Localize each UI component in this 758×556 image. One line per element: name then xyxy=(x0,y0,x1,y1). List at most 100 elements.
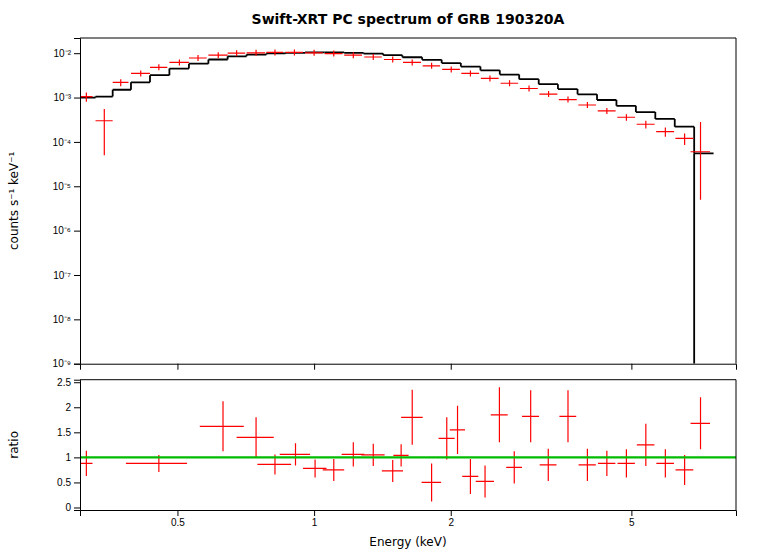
tick: 10⁻⁹ xyxy=(53,358,80,369)
data-point xyxy=(131,70,150,76)
data-point xyxy=(540,449,557,481)
data-point xyxy=(522,390,539,442)
tick-mark xyxy=(74,507,80,508)
model-step xyxy=(131,81,150,83)
tick: 2 xyxy=(65,402,80,413)
tick: 0 xyxy=(65,502,80,513)
tick: 10⁻² xyxy=(54,48,80,59)
data-point xyxy=(305,50,323,56)
tick xyxy=(177,364,178,370)
data-point xyxy=(598,108,616,114)
tick: 10⁻⁵ xyxy=(53,181,80,192)
tick-mark xyxy=(74,142,80,143)
y-axis-title: ratio xyxy=(7,431,21,459)
axis-line xyxy=(81,364,737,370)
tick-label: 2.5 xyxy=(57,377,71,388)
axis-line xyxy=(74,39,81,365)
tick-mark xyxy=(74,407,80,408)
data-point xyxy=(559,390,576,442)
model-step xyxy=(150,74,169,76)
data-point xyxy=(691,122,710,200)
tick-mark xyxy=(74,186,80,187)
data-point xyxy=(323,459,344,481)
data-point xyxy=(618,449,635,477)
tick-mark xyxy=(451,364,452,370)
tick: 0.5 xyxy=(171,510,185,528)
model-step xyxy=(636,111,655,113)
model-step xyxy=(189,63,208,65)
data-point xyxy=(617,114,635,121)
plot-area xyxy=(80,49,714,363)
tick-label: 10⁻⁹ xyxy=(53,358,71,369)
data-point xyxy=(501,80,519,86)
tick-label: 10⁻⁶ xyxy=(53,225,71,236)
model-step xyxy=(442,62,461,64)
data-point xyxy=(266,49,283,55)
data-point xyxy=(520,85,538,91)
model-riser xyxy=(674,119,676,127)
data-point xyxy=(200,401,244,451)
data-point xyxy=(578,102,596,108)
tick-mark xyxy=(74,319,80,320)
panel: 0.512500.511.522.5 xyxy=(57,377,736,528)
data-point xyxy=(280,443,310,465)
series xyxy=(80,457,736,458)
data-point xyxy=(637,121,655,129)
model-step xyxy=(208,59,227,61)
frame xyxy=(736,38,737,364)
model-step xyxy=(694,153,713,155)
model-riser xyxy=(149,75,151,82)
tick: 10⁻³ xyxy=(54,92,80,103)
data-point xyxy=(364,54,382,60)
axis-line xyxy=(74,380,81,510)
model-riser xyxy=(693,127,695,154)
data-point xyxy=(676,455,694,485)
data-point xyxy=(80,92,93,101)
tick-mark xyxy=(631,364,632,370)
data-point xyxy=(96,109,113,155)
tick: 10⁻⁸ xyxy=(53,314,80,325)
model-step xyxy=(539,83,558,85)
data-point xyxy=(462,459,478,494)
model-step xyxy=(578,93,597,95)
data-point xyxy=(228,50,246,56)
x-axis: 0.5125 xyxy=(81,510,737,528)
data-point xyxy=(476,465,494,497)
data-point xyxy=(491,387,508,442)
tick-label: 2 xyxy=(448,517,454,528)
data-point xyxy=(461,70,479,76)
data-point xyxy=(442,66,460,72)
tick-label: 0.5 xyxy=(57,477,71,488)
panel: 10⁻⁹10⁻⁸10⁻⁷10⁻⁶10⁻⁵10⁻⁴10⁻³10⁻² xyxy=(53,38,737,370)
tick-label: 1 xyxy=(65,452,71,463)
data-point xyxy=(169,59,189,65)
tick-mark xyxy=(314,510,315,516)
model-step xyxy=(402,56,422,58)
tick: 2 xyxy=(448,510,454,528)
data-point xyxy=(675,133,693,145)
series xyxy=(691,122,710,200)
tick xyxy=(631,364,632,370)
tick-mark xyxy=(74,98,80,99)
data-point xyxy=(189,55,207,61)
data-point xyxy=(691,397,710,449)
model-riser xyxy=(112,90,114,97)
model-step xyxy=(480,69,499,71)
model-drop xyxy=(693,153,695,363)
model-riser xyxy=(654,112,656,119)
y-axis: 10⁻⁹10⁻⁸10⁻⁷10⁻⁶10⁻⁵10⁻⁴10⁻³10⁻² xyxy=(53,39,81,370)
model-step xyxy=(558,88,578,90)
tick-mark xyxy=(74,382,80,383)
tick-mark xyxy=(74,231,80,232)
model-step xyxy=(616,105,635,107)
tick-mark xyxy=(74,457,80,458)
model-step xyxy=(461,66,481,68)
tick-mark xyxy=(631,510,632,516)
data-point xyxy=(579,449,596,481)
tick-label: 0 xyxy=(65,502,71,513)
chart: 10⁻⁹10⁻⁸10⁻⁷10⁻⁶10⁻⁵10⁻⁴10⁻³10⁻²Swift-XR… xyxy=(0,0,758,556)
tick: 5 xyxy=(629,510,635,528)
tick: 10⁻⁶ xyxy=(53,225,80,236)
tick-mark xyxy=(74,275,80,276)
model-step xyxy=(113,89,131,91)
